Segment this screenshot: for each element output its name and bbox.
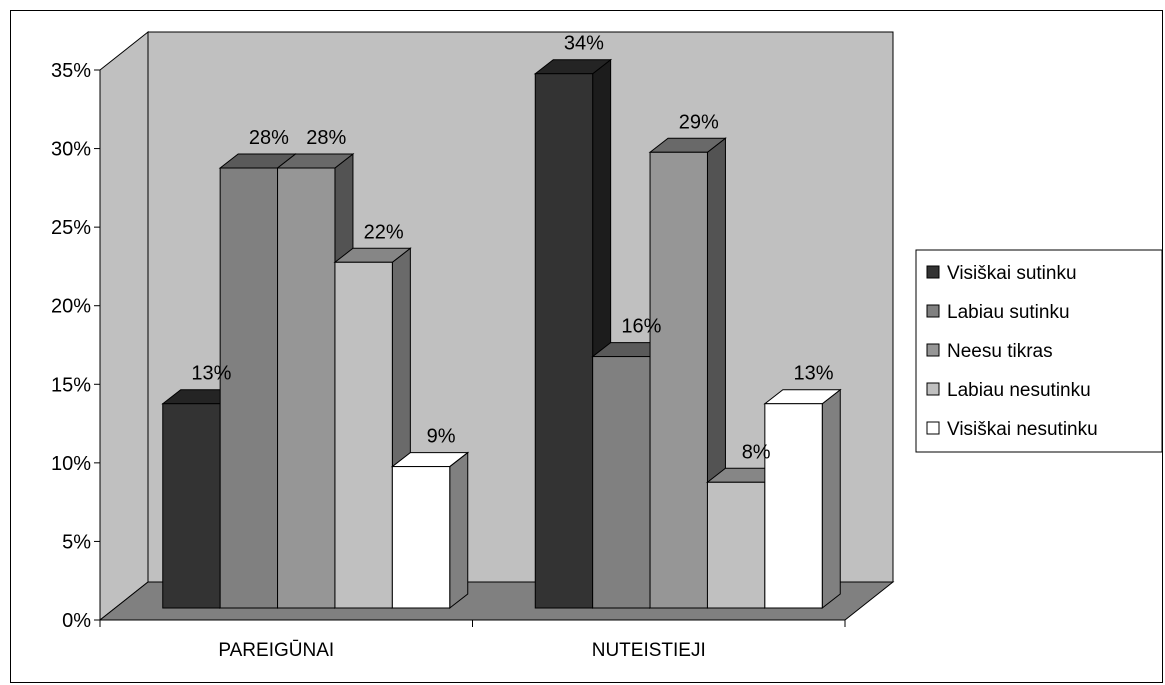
- data-label: 9%: [427, 426, 456, 448]
- data-label: 22%: [364, 221, 404, 243]
- data-label: 28%: [249, 127, 289, 149]
- legend-swatch: [927, 383, 939, 395]
- bar-front: [220, 168, 277, 608]
- y-tick-label: 25%: [51, 217, 91, 239]
- bar-front: [335, 262, 392, 608]
- y-tick-label: 20%: [51, 296, 91, 318]
- bar-front: [392, 467, 449, 608]
- data-label: 13%: [794, 363, 834, 385]
- x-category-label: NUTEISTIEJI: [592, 640, 706, 661]
- legend-label: Visiškai sutinku: [947, 263, 1077, 284]
- y-tick-label: 0%: [62, 610, 91, 632]
- bar-side: [450, 453, 468, 608]
- data-label: 8%: [742, 441, 771, 463]
- legend-swatch: [927, 266, 939, 278]
- bar-front: [707, 482, 764, 608]
- legend-label: Visiškai nesutinku: [947, 419, 1098, 440]
- legend-label: Labiau sutinku: [947, 302, 1070, 323]
- legend-swatch: [927, 305, 939, 317]
- bar-front: [650, 152, 707, 608]
- data-label: 29%: [679, 111, 719, 133]
- legend-label: Neesu tikras: [947, 341, 1053, 362]
- legend-swatch: [927, 422, 939, 434]
- legend: Visiškai sutinku Labiau sutinku Neesu tikr…: [916, 250, 1162, 452]
- side-wall: [100, 32, 148, 620]
- y-tick-label: 15%: [51, 374, 91, 396]
- bar-front: [278, 168, 335, 608]
- bar-side: [822, 390, 840, 608]
- y-tick-label: 5%: [62, 531, 91, 553]
- bar-front: [593, 357, 650, 608]
- legend-label: Labiau nesutinku: [947, 380, 1091, 401]
- data-label: 13%: [191, 363, 231, 385]
- legend-swatch: [927, 344, 939, 356]
- data-label: 16%: [621, 316, 661, 338]
- bar: [392, 453, 467, 608]
- data-label: 28%: [306, 127, 346, 149]
- bar-front: [535, 74, 592, 608]
- bar-front: [765, 404, 822, 608]
- x-category-label: PAREIGŪNAI: [218, 640, 334, 661]
- y-tick-label: 10%: [51, 453, 91, 475]
- y-tick-label: 30%: [51, 139, 91, 161]
- y-tick-label: 35%: [51, 60, 91, 82]
- bar: [765, 390, 840, 608]
- bar-front: [163, 404, 220, 608]
- data-label: 34%: [564, 33, 604, 55]
